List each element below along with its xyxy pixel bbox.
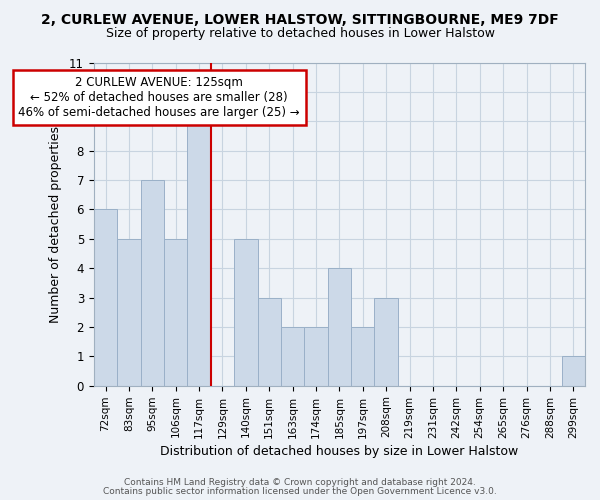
Bar [304,327,328,386]
Bar [351,327,374,386]
Y-axis label: Number of detached properties: Number of detached properties [49,126,62,322]
Bar [117,239,140,386]
Bar [374,298,398,386]
Bar [94,210,117,386]
Bar [257,298,281,386]
X-axis label: Distribution of detached houses by size in Lower Halstow: Distribution of detached houses by size … [160,444,518,458]
Bar [187,122,211,386]
Bar [164,239,187,386]
Text: 2, CURLEW AVENUE, LOWER HALSTOW, SITTINGBOURNE, ME9 7DF: 2, CURLEW AVENUE, LOWER HALSTOW, SITTING… [41,12,559,26]
Text: Contains public sector information licensed under the Open Government Licence v3: Contains public sector information licen… [103,487,497,496]
Bar [328,268,351,386]
Text: 2 CURLEW AVENUE: 125sqm
← 52% of detached houses are smaller (28)
46% of semi-de: 2 CURLEW AVENUE: 125sqm ← 52% of detache… [19,76,300,118]
Bar [281,327,304,386]
Bar [140,180,164,386]
Text: Size of property relative to detached houses in Lower Halstow: Size of property relative to detached ho… [106,28,494,40]
Text: Contains HM Land Registry data © Crown copyright and database right 2024.: Contains HM Land Registry data © Crown c… [124,478,476,487]
Bar [234,239,257,386]
Bar [562,356,585,386]
